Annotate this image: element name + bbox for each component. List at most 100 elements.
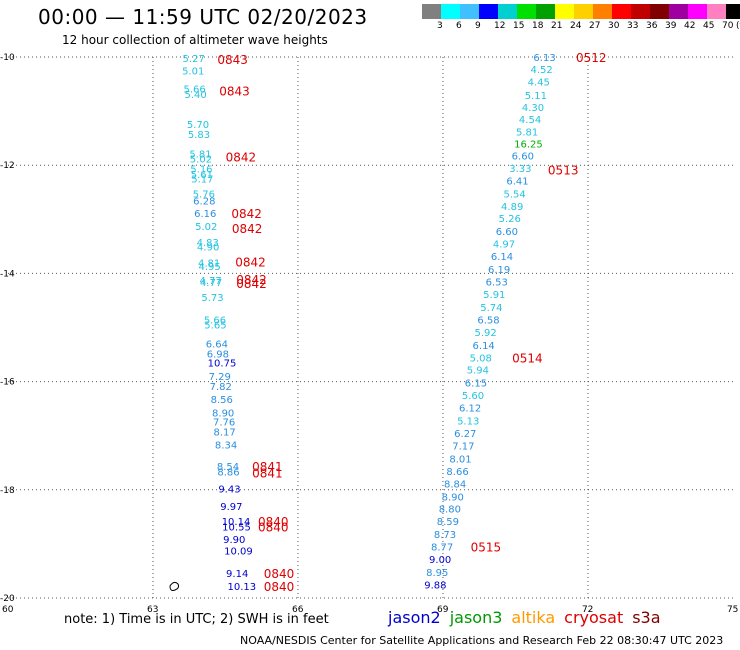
wave-height-label: 6.15 — [465, 379, 487, 390]
lat-tick-label: -12 — [0, 161, 15, 171]
satellite-jason3: jason3 — [449, 608, 503, 627]
wave-height-label: 5.02 — [190, 155, 212, 166]
wave-height-label: 5.16 — [190, 164, 212, 175]
wave-height-label: 5.65 — [204, 320, 226, 331]
satellite-altika: altika — [511, 608, 556, 627]
wave-height-label: 8.17 — [213, 427, 235, 438]
time-label: 0843 — [219, 85, 250, 99]
wave-height-label: 4.90 — [197, 242, 219, 253]
lon-tick-label: 72 — [582, 605, 593, 615]
wave-height-label: 5.54 — [503, 189, 525, 200]
legend-label: 21 — [551, 21, 563, 31]
legend-label: 45 — [703, 21, 715, 31]
time-label: 0514 — [512, 351, 543, 365]
wave-height-label: 4.30 — [522, 103, 544, 114]
legend-swatch — [631, 4, 650, 19]
legend-swatch — [650, 4, 669, 19]
wave-height-label: 8.54 — [217, 462, 239, 473]
legend-swatch — [726, 4, 740, 19]
wave-height-label: 6.98 — [207, 349, 229, 360]
wave-height-label: 6.12 — [459, 404, 481, 415]
lat-tick-label: -10 — [0, 53, 15, 63]
wave-height-label: 4.83 — [197, 238, 219, 249]
wave-height-label: 9.14 — [226, 569, 248, 580]
wave-height-label: 6.64 — [206, 340, 228, 351]
satellite-cryosat: cryosat — [564, 608, 624, 627]
wave-height-label: 5.66 — [184, 84, 206, 95]
wave-height-label: 8.95 — [426, 568, 448, 579]
wave-height-label: 8.01 — [449, 454, 471, 465]
wave-height-label: 5.92 — [474, 328, 496, 339]
legend-swatch — [517, 4, 536, 19]
wave-height-label: 5.11 — [525, 91, 547, 102]
wave-height-label: 5.70 — [187, 120, 209, 131]
legend-swatch — [669, 4, 688, 19]
wave-height-label: 7.17 — [452, 441, 474, 452]
wave-height-label: 5.02 — [195, 222, 217, 233]
legend-swatch — [498, 4, 517, 19]
wave-height-label: 8.80 — [439, 505, 461, 516]
legend-label: 30 — [608, 21, 620, 31]
legend-swatch — [688, 4, 707, 19]
wave-height-label: 4.97 — [493, 240, 515, 251]
legend-label: 42 — [684, 21, 696, 31]
time-label: 0840 — [264, 567, 295, 581]
legend-swatch — [555, 4, 574, 19]
time-label: 0843 — [217, 53, 248, 67]
time-label: 0513 — [548, 164, 579, 178]
page-title: 00:00 — 11:59 UTC 02/20/2023 — [38, 5, 368, 29]
wave-height-label: 9.00 — [429, 555, 451, 566]
wave-height-label: 7.76 — [213, 418, 235, 429]
wave-height-label: 6.28 — [193, 196, 215, 207]
time-label: 0840 — [264, 580, 295, 594]
wave-height-label: 5.13 — [457, 417, 479, 428]
satellite-jason2: jason2 — [388, 608, 441, 627]
wave-height-label: 5.17 — [191, 175, 213, 186]
wave-height-label: 6.14 — [473, 341, 495, 352]
wave-height-label: 6.13 — [533, 53, 555, 64]
legend-swatch — [441, 4, 460, 19]
legend-label: 9 — [475, 21, 481, 31]
wave-height-label: 5.73 — [201, 293, 223, 304]
satellite-s3a: s3a — [632, 608, 661, 627]
legend-swatch — [479, 4, 498, 19]
color-scale-legend — [422, 4, 740, 19]
wave-height-label: 9.88 — [424, 580, 446, 591]
wave-height-label: 16.25 — [514, 140, 543, 151]
lat-tick-label: -18 — [0, 486, 15, 496]
wave-height-label: 6.60 — [512, 151, 534, 162]
wave-height-label: 5.27 — [183, 54, 205, 65]
time-label: 0842 — [231, 207, 262, 221]
lon-tick-label: 75 — [727, 605, 738, 615]
time-label: 0842 — [236, 273, 267, 287]
time-label: 0840 — [258, 521, 289, 535]
lat-tick-label: -16 — [0, 378, 15, 388]
wave-height-label: 8.73 — [434, 530, 456, 541]
satellite-legend: jason2 jason3 altika cryosat s3a — [388, 608, 661, 627]
wave-height-label: 4.54 — [519, 115, 541, 126]
wave-height-label: 10.55 — [222, 523, 251, 534]
wave-height-label: 8.90 — [212, 408, 234, 419]
wave-height-label: 8.66 — [446, 467, 468, 478]
legend-label: 18 — [532, 21, 544, 31]
wave-height-label: 4.52 — [531, 65, 553, 76]
wave-height-label: 9.43 — [218, 485, 240, 496]
wave-height-label: 10.14 — [222, 517, 251, 528]
wave-height-label: 4.95 — [199, 262, 221, 273]
wave-height-label: 4.77 — [199, 276, 221, 287]
wave-height-label: 8.56 — [211, 395, 233, 406]
wave-height-label: 6.41 — [506, 176, 528, 187]
lat-tick-label: -20 — [0, 594, 15, 604]
legend-label: 33 — [627, 21, 639, 31]
wave-height-label: 5.76 — [193, 189, 215, 200]
wave-height-label: 4.81 — [198, 259, 220, 270]
wave-height-label: 6.60 — [496, 227, 518, 238]
legend-swatch — [707, 4, 726, 19]
wave-height-label: 5.66 — [204, 315, 226, 326]
time-label: 0512 — [576, 51, 607, 65]
wave-height-label: 5.74 — [480, 303, 502, 314]
wave-height-label: 8.77 — [431, 543, 453, 554]
legend-label: 24 — [570, 21, 582, 31]
wave-height-label: 7.29 — [209, 372, 231, 383]
